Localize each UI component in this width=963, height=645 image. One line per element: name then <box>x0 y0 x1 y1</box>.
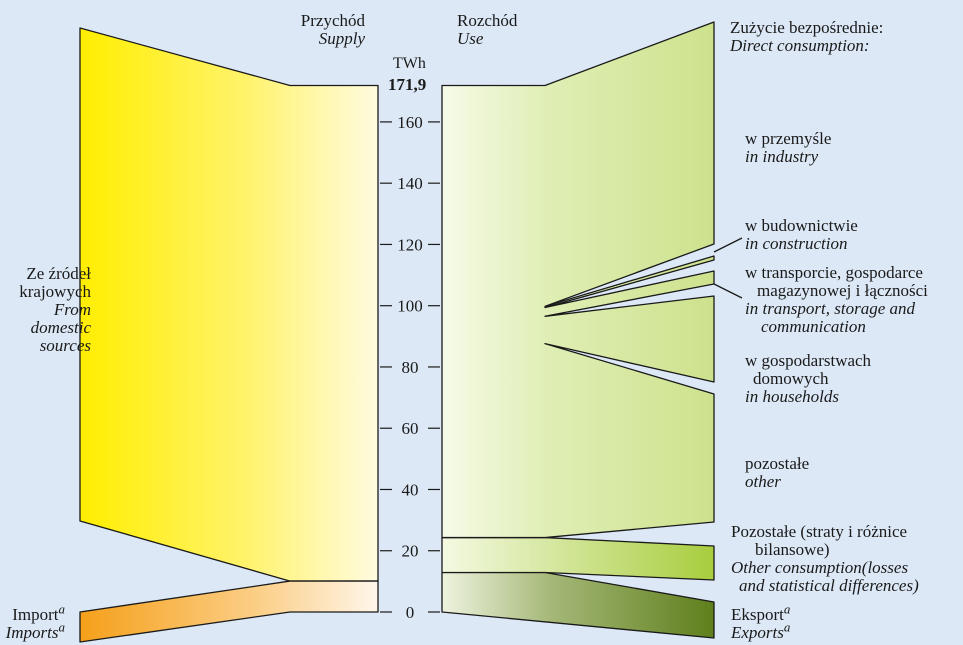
import-supply-band <box>79 580 379 643</box>
supply-title-en: Supply <box>318 29 365 48</box>
axis-tick-label-160: 160 <box>397 113 423 132</box>
other-consumption-en-1: Other consumption(losses <box>731 558 909 577</box>
axis-tick-label-100: 100 <box>397 297 423 316</box>
construction-label-en: in construction <box>745 234 848 253</box>
import-label-en: Imports <box>5 623 59 642</box>
other-consumption-en-2: and statistical differences) <box>739 576 919 595</box>
import-label: Importa Importsa <box>5 602 66 642</box>
direct-header-pl: Zużycie bezpośrednie: <box>730 18 884 37</box>
supply-title-pl: Przychód <box>300 11 365 30</box>
transport-label-pl-1: w transporcie, gospodarce <box>745 263 923 282</box>
export-use-band <box>441 571 715 639</box>
axis-tick-label-60: 60 <box>402 419 419 438</box>
households-label-en: in households <box>745 387 839 406</box>
households-label-pl-1: w gospodarstwach <box>745 351 872 370</box>
other-consumption-pl-1: Pozostałe (straty i różnice <box>731 522 908 541</box>
axis-tick-label-80: 80 <box>402 358 419 377</box>
industry-label-en: in industry <box>745 147 819 166</box>
direct-consumption-header: Zużycie bezpośrednie: Direct consumption… <box>730 19 883 55</box>
other-consumption-pl-2: bilansowe) <box>755 540 830 559</box>
axis-tick-label-40: 40 <box>402 480 419 499</box>
domestic-label-pl-2: krajowych <box>19 282 91 301</box>
total-label: 171,9 <box>388 75 427 94</box>
use-title-en: Use <box>457 29 484 48</box>
exports-footnote-a: a <box>783 619 791 635</box>
axis-tick-label-0: 0 <box>406 603 415 622</box>
other-consumption-label: Pozostałe (straty i różnice bilansowe) O… <box>731 523 919 595</box>
households-label-pl-2: domowych <box>753 369 829 388</box>
flow-bands <box>79 21 743 643</box>
other-label-en: other <box>745 472 781 491</box>
transport-label-en-2: communication <box>761 317 866 336</box>
transport-label: w transporcie, gospodarce magazynowej i … <box>745 264 928 336</box>
construction-label-pl: w budownictwie <box>745 216 858 235</box>
imports-footnote-a: a <box>58 619 66 635</box>
domestic-label-en-3: sources <box>39 336 91 355</box>
import-footnote-a: a <box>58 601 66 617</box>
export-label-pl: Eksport <box>731 605 784 624</box>
export-label-en: Exports <box>731 623 784 642</box>
import-label-pl: Import <box>12 605 59 624</box>
export-footnote-a: a <box>783 601 791 617</box>
axis-tick-label-120: 120 <box>397 235 423 254</box>
domestic-label: Ze źródeł krajowych From domestic source… <box>19 265 91 355</box>
use-title-pl: Rozchód <box>457 11 518 30</box>
use-title: Rozchód Use <box>457 12 517 48</box>
supply-title: Przychód Supply <box>301 12 365 48</box>
construction-label: w budownictwie in construction <box>745 217 858 253</box>
unit-label: TWh <box>393 55 426 72</box>
transport-leader-line <box>713 283 743 299</box>
export-label: Eksporta Exportsa <box>731 602 791 642</box>
domestic-label-en-2: domestic <box>30 318 91 337</box>
domestic-label-en-1: From <box>53 300 91 319</box>
transport-label-en-1: in transport, storage and <box>745 299 916 318</box>
transport-label-pl-2: magazynowej i łączności <box>757 281 928 300</box>
other-label: pozostałe other <box>745 455 809 491</box>
value-axis: 0 20 40 60 80 100 120 140 160 <box>380 113 440 622</box>
industry-label-pl: w przemyśle <box>745 129 832 148</box>
direct-header-en: Direct consumption: <box>730 36 870 55</box>
households-label: w gospodarstwach domowych in households <box>745 352 871 406</box>
industry-label: w przemyśle in industry <box>745 130 831 166</box>
axis-tick-label-20: 20 <box>402 542 419 561</box>
other-label-pl: pozostałe <box>745 454 810 473</box>
axis-tick-label-140: 140 <box>397 174 423 193</box>
direct-consumption-use-band <box>441 21 715 539</box>
construction-leader-line <box>713 237 743 253</box>
domestic-supply-band <box>79 27 379 582</box>
domestic-label-pl-1: Ze źródeł <box>26 264 91 283</box>
